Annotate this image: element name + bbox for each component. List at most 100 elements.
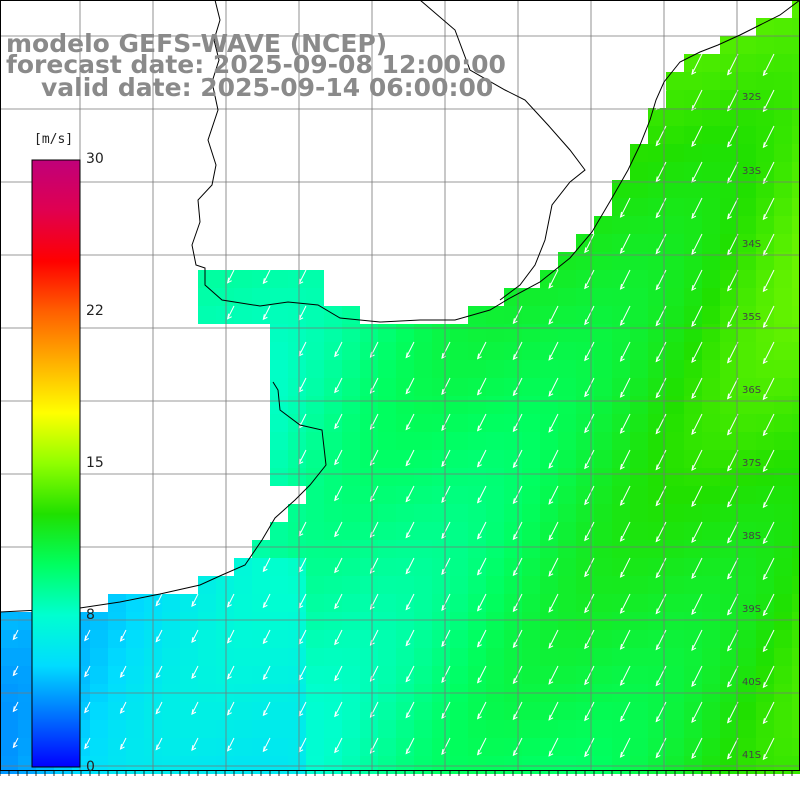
wind-speed-cell (180, 720, 198, 738)
wind-speed-cell (738, 360, 756, 378)
wind-speed-cell (648, 234, 666, 252)
wind-speed-cell (216, 756, 234, 774)
wind-speed-cell (738, 72, 756, 90)
wind-speed-cell (414, 504, 432, 522)
wind-speed-cell (684, 558, 702, 576)
wind-arrow (548, 485, 559, 505)
wind-arrow (262, 593, 271, 609)
wind-speed-cell (360, 432, 378, 450)
wind-speed-cell (756, 630, 774, 648)
wind-speed-cell (756, 504, 774, 522)
wind-speed-cell (648, 360, 666, 378)
wind-speed-cell (774, 450, 792, 468)
wind-speed-cell (468, 324, 486, 342)
border-line (419, 0, 586, 301)
wind-speed-cell (702, 342, 720, 360)
wind-speed-cell (468, 558, 486, 576)
wind-speed-cell (720, 648, 738, 666)
wind-speed-cell (756, 180, 774, 198)
wind-speed-cell (342, 522, 360, 540)
wind-speed-cell (540, 522, 558, 540)
wind-speed-cell (756, 108, 774, 126)
wind-speed-cell (306, 648, 324, 666)
wind-speed-cell (558, 756, 576, 774)
wind-speed-cell (306, 630, 324, 648)
wind-arrow (691, 629, 703, 651)
wind-speed-cell (396, 450, 414, 468)
wind-speed-cell (684, 540, 702, 558)
wind-speed-cell (378, 378, 396, 396)
wind-speed-cell (612, 450, 630, 468)
wind-speed-cell (378, 360, 396, 378)
wind-speed-cell (558, 666, 576, 684)
wind-speed-cell (702, 468, 720, 486)
wind-speed-cell (126, 702, 144, 720)
wind-speed-cell (486, 378, 504, 396)
wind-speed-cell (378, 558, 396, 576)
wind-speed-cell (594, 756, 612, 774)
wind-speed-cell (558, 576, 576, 594)
wind-arrow (619, 197, 631, 218)
wind-speed-cell (522, 702, 540, 720)
wind-arrow (12, 737, 19, 749)
wind-speed-cell (414, 432, 432, 450)
wind-speed-cell (666, 720, 684, 738)
wind-speed-cell (702, 54, 720, 72)
wind-speed-cell (630, 486, 648, 504)
wind-speed-cell (252, 756, 270, 774)
wind-speed-cell (666, 324, 684, 342)
wind-speed-cell (648, 162, 666, 180)
wind-speed-cell (738, 252, 756, 270)
wind-speed-cell (702, 252, 720, 270)
wind-speed-cell (576, 522, 594, 540)
wind-speed-cell (198, 288, 216, 306)
wind-speed-cell (738, 414, 756, 432)
wind-speed-cell (594, 468, 612, 486)
wind-arrow (334, 557, 343, 574)
colorbar-unit: [m/s] (34, 132, 74, 147)
wind-speed-cell (558, 648, 576, 666)
wind-speed-cell (180, 666, 198, 684)
wind-speed-cell (360, 702, 378, 720)
wind-speed-cell (306, 306, 324, 324)
wind-speed-cell (594, 360, 612, 378)
wind-speed-cell (396, 324, 414, 342)
wind-speed-cell (774, 180, 792, 198)
wind-speed-cell (738, 378, 756, 396)
wind-speed-cell (648, 414, 666, 432)
wind-speed-cell (792, 612, 800, 630)
wind-speed-cell (486, 306, 504, 324)
wind-speed-cell (252, 702, 270, 720)
wind-speed-cell (558, 270, 576, 288)
wind-speed-cell (684, 450, 702, 468)
wind-speed-cell (468, 630, 486, 648)
wind-speed-cell (306, 450, 324, 468)
wind-speed-cell (792, 288, 800, 306)
wind-speed-cell (216, 576, 234, 594)
wind-speed-cell (414, 558, 432, 576)
wind-speed-cell (522, 612, 540, 630)
wind-speed-cell (0, 630, 18, 648)
forecast-date: forecast date: 2025-09-08 12:00:00 (6, 50, 506, 79)
wind-arrow (726, 269, 739, 292)
wind-speed-cell (774, 378, 792, 396)
wind-speed-cell (162, 738, 180, 756)
coastline (191, 0, 800, 323)
wind-speed-cell (486, 396, 504, 414)
wind-speed-cell (288, 576, 306, 594)
wind-speed-cell (792, 270, 800, 288)
wind-arrow (476, 341, 487, 360)
wind-speed-cell (702, 378, 720, 396)
wind-speed-cell (396, 414, 414, 432)
wind-arrow (762, 377, 775, 401)
wind-speed-cell (684, 144, 702, 162)
wind-arrow (691, 557, 703, 579)
wind-speed-cell (612, 252, 630, 270)
wind-speed-cell (108, 666, 126, 684)
wind-speed-cell (720, 702, 738, 720)
wind-arrow (726, 449, 739, 472)
wind-speed-cell (648, 594, 666, 612)
wind-speed-cell (594, 594, 612, 612)
wind-speed-cell (504, 450, 522, 468)
wind-speed-cell (540, 738, 558, 756)
